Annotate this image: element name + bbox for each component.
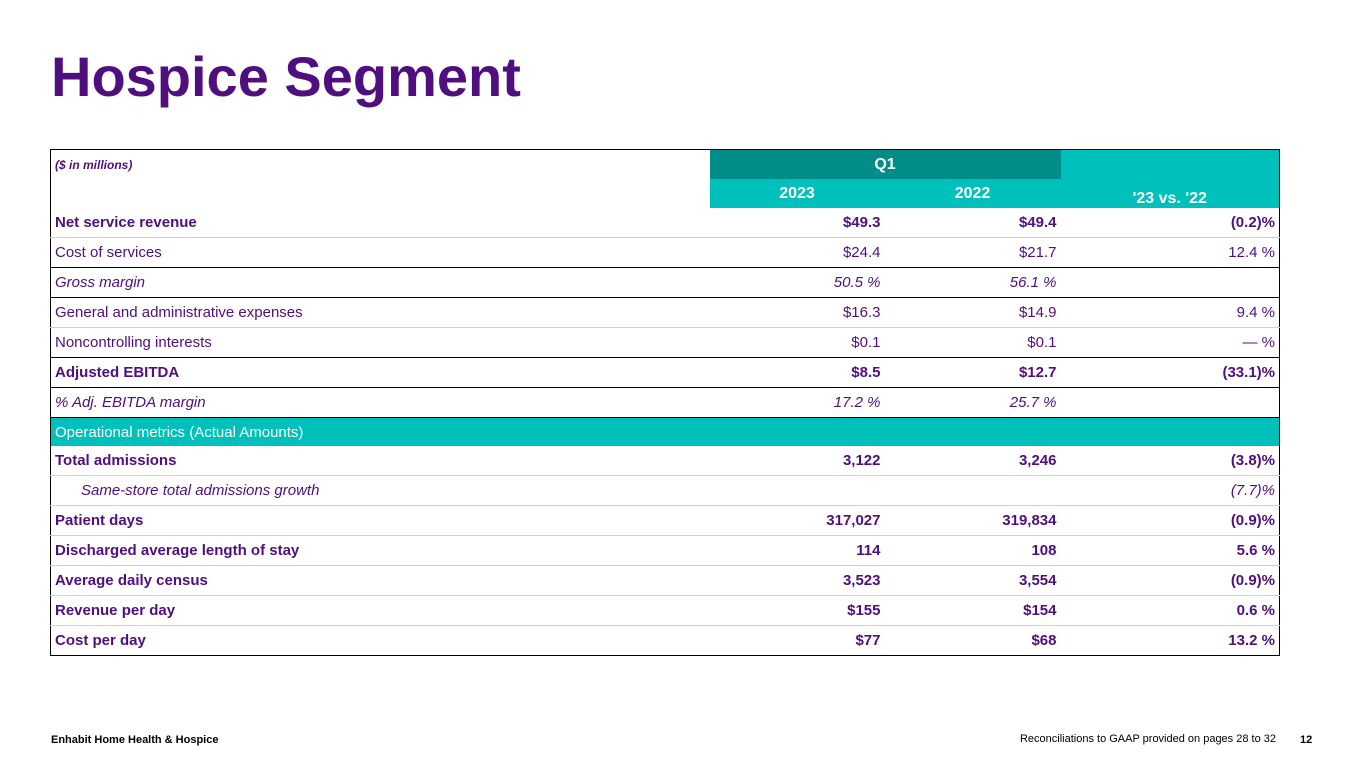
value-change: (7.7)% [1060, 475, 1280, 506]
row-label: Gross margin [50, 267, 710, 298]
value-2022: $68 [884, 625, 1061, 656]
value-2023: 17.2 % [709, 387, 885, 418]
table-row: Adjusted EBITDA $8.5 $12.7 (33.1)% [50, 357, 1280, 388]
unit-label: ($ in millions) [55, 157, 133, 172]
value-change: (33.1)% [1060, 357, 1280, 388]
value-2023: $77 [709, 625, 885, 656]
row-label: Cost per day [50, 625, 710, 656]
period-header: Q1 [709, 149, 1061, 179]
value-change [1060, 387, 1280, 418]
table-row: Cost per day $77 $68 13.2 % [50, 625, 1280, 656]
value-2022: 56.1 % [884, 267, 1061, 298]
footer-company: Enhabit Home Health & Hospice [51, 734, 219, 746]
row-label: Patient days [50, 505, 710, 536]
row-label: Revenue per day [50, 595, 710, 626]
value-change: 9.4 % [1060, 297, 1280, 328]
value-2022: $154 [884, 595, 1061, 626]
value-change: (0.9)% [1060, 565, 1280, 596]
row-label: General and administrative expenses [50, 297, 710, 328]
value-change: (0.9)% [1060, 505, 1280, 536]
value-2022: $49.4 [1018, 214, 1057, 231]
table-row: Discharged average length of stay 114 10… [50, 535, 1280, 566]
value-2022: $14.9 [884, 297, 1061, 328]
row-label: % Adj. EBITDA margin [50, 387, 710, 418]
table-row: Noncontrolling interests $0.1 $0.1 — % [50, 327, 1280, 358]
table-row: Gross margin 50.5 % 56.1 % [50, 267, 1280, 298]
table-row: Patient days 317,027 319,834 (0.9)% [50, 505, 1280, 536]
value-2023: 3,122 [842, 452, 881, 469]
table-row: Same-store total admissions growth (7.7)… [50, 475, 1280, 506]
value-2023: $24.4 [709, 237, 885, 268]
row-label: Total admissions [55, 452, 177, 469]
value-2023: $0.1 [709, 327, 885, 358]
row-label: Adjusted EBITDA [50, 357, 710, 388]
table-row: General and administrative expenses $16.… [50, 297, 1280, 328]
value-2022: $21.7 [884, 237, 1061, 268]
value-2022: $0.1 [884, 327, 1061, 358]
table-row: Cost of services $24.4 $21.7 12.4 % [50, 237, 1280, 268]
row-label: Average daily census [50, 565, 710, 596]
page-title: Hospice Segment [51, 45, 521, 108]
value-change: 12.4 % [1060, 237, 1280, 268]
financial-table: ($ in millions) Q1 '23 vs. '22 2023 2022… [50, 149, 1280, 656]
value-2023: $49.3 [842, 214, 881, 231]
value-2022: 108 [884, 535, 1061, 566]
value-change: (3.8)% [1230, 452, 1275, 469]
ops-section-header: Operational metrics (Actual Amounts) [50, 417, 1280, 446]
value-2023: $8.5 [709, 357, 885, 388]
table-row: Net service revenue $49.3 $49.4 (0.2)% [51, 208, 1280, 238]
footer-note: Reconciliations to GAAP provided on page… [1019, 733, 1276, 745]
row-label: Discharged average length of stay [50, 535, 710, 566]
value-change: 5.6 % [1060, 535, 1280, 566]
value-2023: 3,523 [709, 565, 885, 596]
value-2022: $12.7 [884, 357, 1061, 388]
value-2022: 319,834 [884, 505, 1061, 536]
value-2023: $16.3 [709, 297, 885, 328]
value-change [1060, 267, 1280, 298]
col-2022-header: 2022 [884, 179, 1061, 208]
value-2022: 3,246 [1018, 452, 1057, 469]
value-change: 0.6 % [1060, 595, 1280, 626]
value-2022 [884, 475, 1061, 506]
row-label: Net service revenue [55, 214, 197, 231]
value-2022: 3,554 [884, 565, 1061, 596]
page-number: 12 [1300, 734, 1313, 746]
row-label: Noncontrolling interests [50, 327, 710, 358]
table-row: Total admissions 3,122 3,246 (3.8)% [51, 446, 1280, 476]
value-change: (0.2)% [1230, 214, 1275, 231]
table-row: Revenue per day $155 $154 0.6 % [50, 595, 1280, 626]
change-header: '23 vs. '22 [1060, 149, 1280, 208]
value-2023: 50.5 % [709, 267, 885, 298]
value-change: — % [1060, 327, 1280, 358]
table-row: % Adj. EBITDA margin 17.2 % 25.7 % [50, 387, 1280, 418]
value-2023 [709, 475, 885, 506]
value-2023: $155 [709, 595, 885, 626]
value-change: 13.2 % [1060, 625, 1280, 656]
value-2023: 114 [709, 535, 885, 566]
value-2023: 317,027 [709, 505, 885, 536]
col-2023-header: 2023 [709, 179, 885, 208]
value-2022: 25.7 % [884, 387, 1061, 418]
section-header-row: Operational metrics (Actual Amounts) [50, 417, 1280, 446]
row-label: Same-store total admissions growth [50, 475, 710, 506]
row-label: Cost of services [50, 237, 710, 268]
header-spacer [51, 179, 710, 208]
table-row: Average daily census 3,523 3,554 (0.9)% [50, 565, 1280, 596]
